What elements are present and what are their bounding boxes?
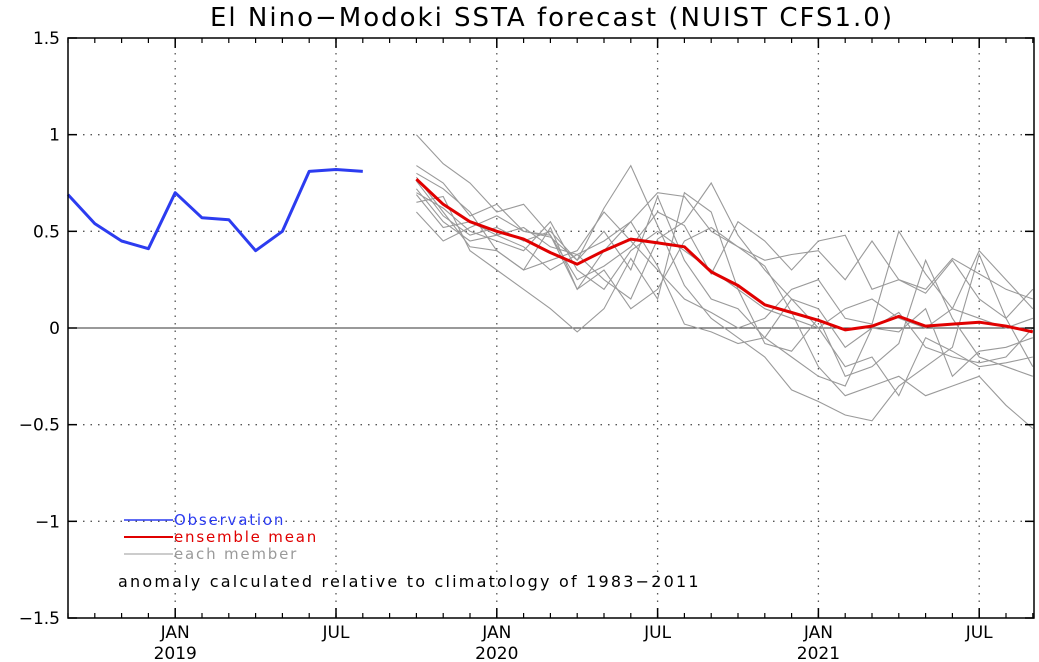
chart-title: El Nino−Modoki SSTA forecast (NUIST CFS1… (210, 3, 894, 33)
y-axis: −1.5 −1 −0.5 0 0.5 1 1.5 (19, 29, 1034, 629)
member-line (416, 191, 1033, 377)
x-year-label: 2021 (797, 644, 840, 662)
y-tick-label: −0.5 (19, 416, 60, 436)
ensemble-mean-line (415, 178, 1034, 334)
annotation-note: anomaly calculated relative to climatolo… (118, 572, 701, 591)
x-tick-label: JAN (481, 623, 511, 643)
member-lines (415, 134, 1034, 429)
member-line (416, 192, 1033, 329)
ensemble-mean-line (415, 178, 1034, 334)
legend-label: Observation (174, 511, 285, 529)
member-line (415, 181, 1033, 378)
legend-label: ensemble mean (174, 528, 318, 546)
y-tick-label: 1.5 (33, 29, 60, 49)
observation-line (66, 168, 363, 253)
x-tick-label: JUL (643, 623, 671, 643)
observation-line (66, 168, 363, 253)
y-tick-label: 0.5 (33, 222, 60, 242)
x-year-label: 2019 (154, 644, 197, 662)
member-line (415, 211, 1033, 397)
y-tick-label: 1 (49, 126, 60, 146)
member-line (415, 176, 1034, 429)
x-tick-label: JUL (322, 623, 350, 643)
member-line (415, 180, 1034, 387)
x-tick-label: JAN (803, 623, 833, 643)
x-year-label: 2020 (475, 644, 518, 662)
x-tick-label: JUL (965, 623, 993, 643)
legend-label: each member (174, 545, 298, 563)
member-line (416, 172, 1034, 329)
member-line (415, 188, 1033, 300)
y-tick-label: −1 (35, 512, 60, 532)
member-line (416, 164, 1034, 422)
x-tick-label: JAN (160, 623, 190, 643)
y-tick-label: −1.5 (19, 609, 60, 629)
member-line (415, 134, 1034, 320)
y-tick-label: 0 (49, 319, 60, 339)
